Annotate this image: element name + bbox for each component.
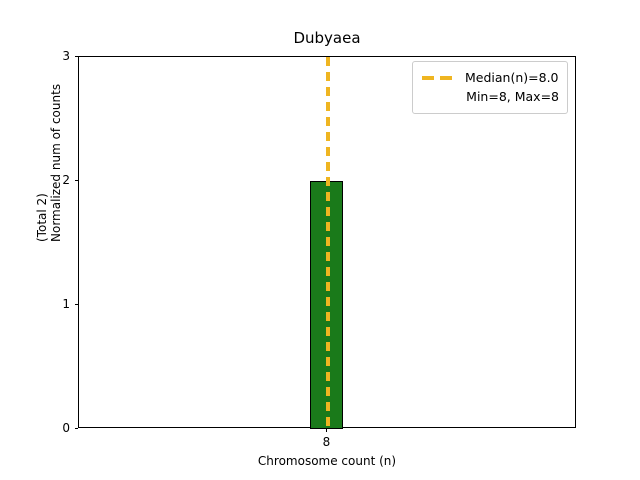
legend-entry-minmax: Min=8, Max=8: [421, 87, 559, 106]
x-tick-mark: [326, 428, 328, 432]
y-tick-mark: [74, 427, 78, 429]
y-tick-label: 1: [62, 297, 70, 311]
plot-area: [78, 56, 576, 429]
y-tick-mark: [74, 179, 78, 181]
dashed-line-icon: [421, 68, 457, 87]
y-tick-label: 2: [62, 173, 70, 187]
y-axis-label-total: (Total 2): [35, 193, 49, 242]
chart-title: Dubyaea: [293, 29, 361, 47]
legend: Median(n)=8.0 Min=8, Max=8: [412, 61, 568, 114]
median-line: [325, 57, 330, 429]
y-tick-mark: [74, 55, 78, 57]
y-tick-mark: [74, 303, 78, 305]
y-axis-label-group: Normalized num of counts (Total 2): [0, 0, 78, 480]
y-tick-label: 3: [62, 49, 70, 63]
legend-label-minmax: Min=8, Max=8: [466, 89, 559, 104]
x-axis-label: Chromosome count (n): [257, 454, 397, 468]
y-axis-label: Normalized num of counts: [49, 83, 63, 242]
x-tick-label: 8: [322, 435, 331, 449]
y-tick-label: 0: [62, 421, 70, 435]
legend-entry-median: Median(n)=8.0: [421, 68, 559, 87]
legend-label-median: Median(n)=8.0: [465, 70, 559, 85]
